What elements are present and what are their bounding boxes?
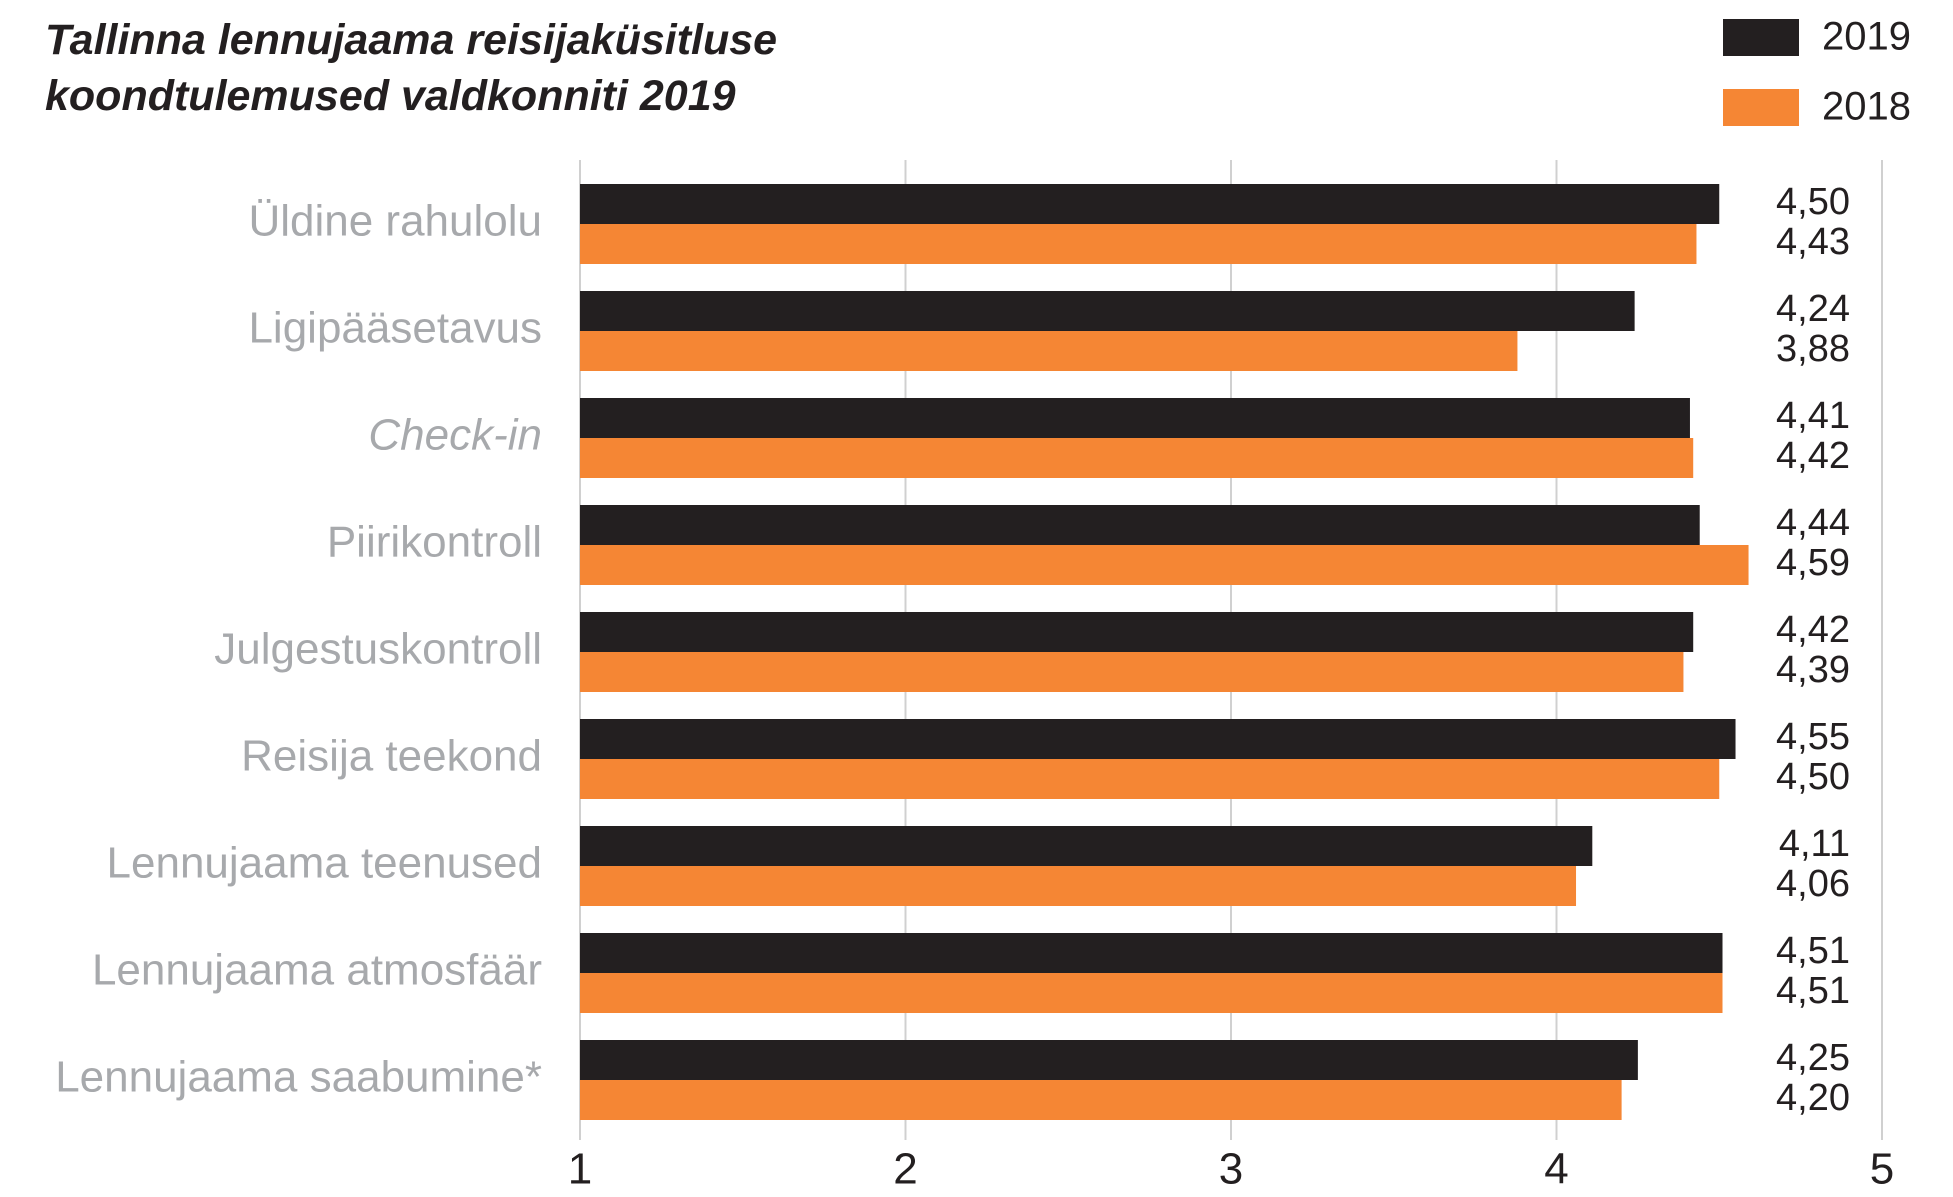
value-label: 4,20	[1776, 1077, 1850, 1119]
bar	[580, 1040, 1638, 1080]
value-label: 4,51	[1776, 930, 1850, 972]
value-label: 4,06	[1776, 863, 1850, 905]
x-tick-label: 4	[1544, 1145, 1568, 1194]
bar	[580, 184, 1720, 224]
legend-label: 2019	[1822, 15, 1911, 59]
legend-swatch	[1723, 19, 1799, 56]
bar	[580, 826, 1593, 866]
bar	[580, 438, 1694, 478]
value-label: 4,42	[1776, 609, 1850, 651]
bar	[580, 545, 1749, 585]
value-label: 4,24	[1776, 288, 1850, 330]
category-label: Lennujaama atmosfäär	[92, 946, 542, 995]
x-tick-label: 1	[568, 1145, 592, 1194]
bar	[580, 291, 1635, 331]
category-label: Piirikontroll	[327, 518, 542, 567]
bar	[580, 933, 1723, 973]
value-label: 4,59	[1776, 542, 1850, 584]
value-label: 3,88	[1776, 328, 1850, 370]
bar	[580, 331, 1518, 371]
bar	[580, 973, 1723, 1013]
value-label: 4,25	[1776, 1037, 1850, 1079]
value-label: 4,51	[1776, 970, 1850, 1012]
legend-label: 2018	[1822, 85, 1911, 129]
chart-title: Tallinna lennujaama reisijaküsitluse koo…	[45, 16, 778, 120]
x-tick-label: 2	[893, 1145, 917, 1194]
category-label: Reisija teekond	[241, 732, 542, 781]
category-label: Ligipääsetavus	[248, 304, 542, 353]
value-label: 4,41	[1776, 395, 1850, 437]
category-label: Üldine rahulolu	[248, 197, 542, 246]
category-label: Julgestuskontroll	[214, 625, 542, 674]
bar	[580, 1080, 1622, 1120]
bar	[580, 612, 1694, 652]
category-label: Lennujaama saabumine*	[55, 1053, 542, 1102]
value-label: 4,42	[1776, 435, 1850, 477]
value-label: 4,50	[1776, 181, 1850, 223]
value-label: 4,39	[1776, 649, 1850, 691]
legend-swatch	[1723, 89, 1799, 126]
bar	[580, 398, 1690, 438]
bar	[580, 652, 1684, 692]
bar	[580, 866, 1577, 906]
value-label: 4,44	[1776, 502, 1850, 544]
category-label: Lennujaama teenused	[107, 839, 542, 888]
category-label: Check-in	[368, 411, 542, 460]
x-tick-label: 3	[1219, 1145, 1243, 1194]
bar	[580, 224, 1697, 264]
value-label: 4,11	[1779, 823, 1850, 865]
value-label: 4,55	[1776, 716, 1850, 758]
value-label: 4,43	[1776, 221, 1850, 263]
bar	[580, 719, 1736, 759]
x-tick-label: 5	[1870, 1145, 1894, 1194]
bar	[580, 505, 1700, 545]
value-label: 4,50	[1776, 756, 1850, 798]
bar	[580, 759, 1720, 799]
